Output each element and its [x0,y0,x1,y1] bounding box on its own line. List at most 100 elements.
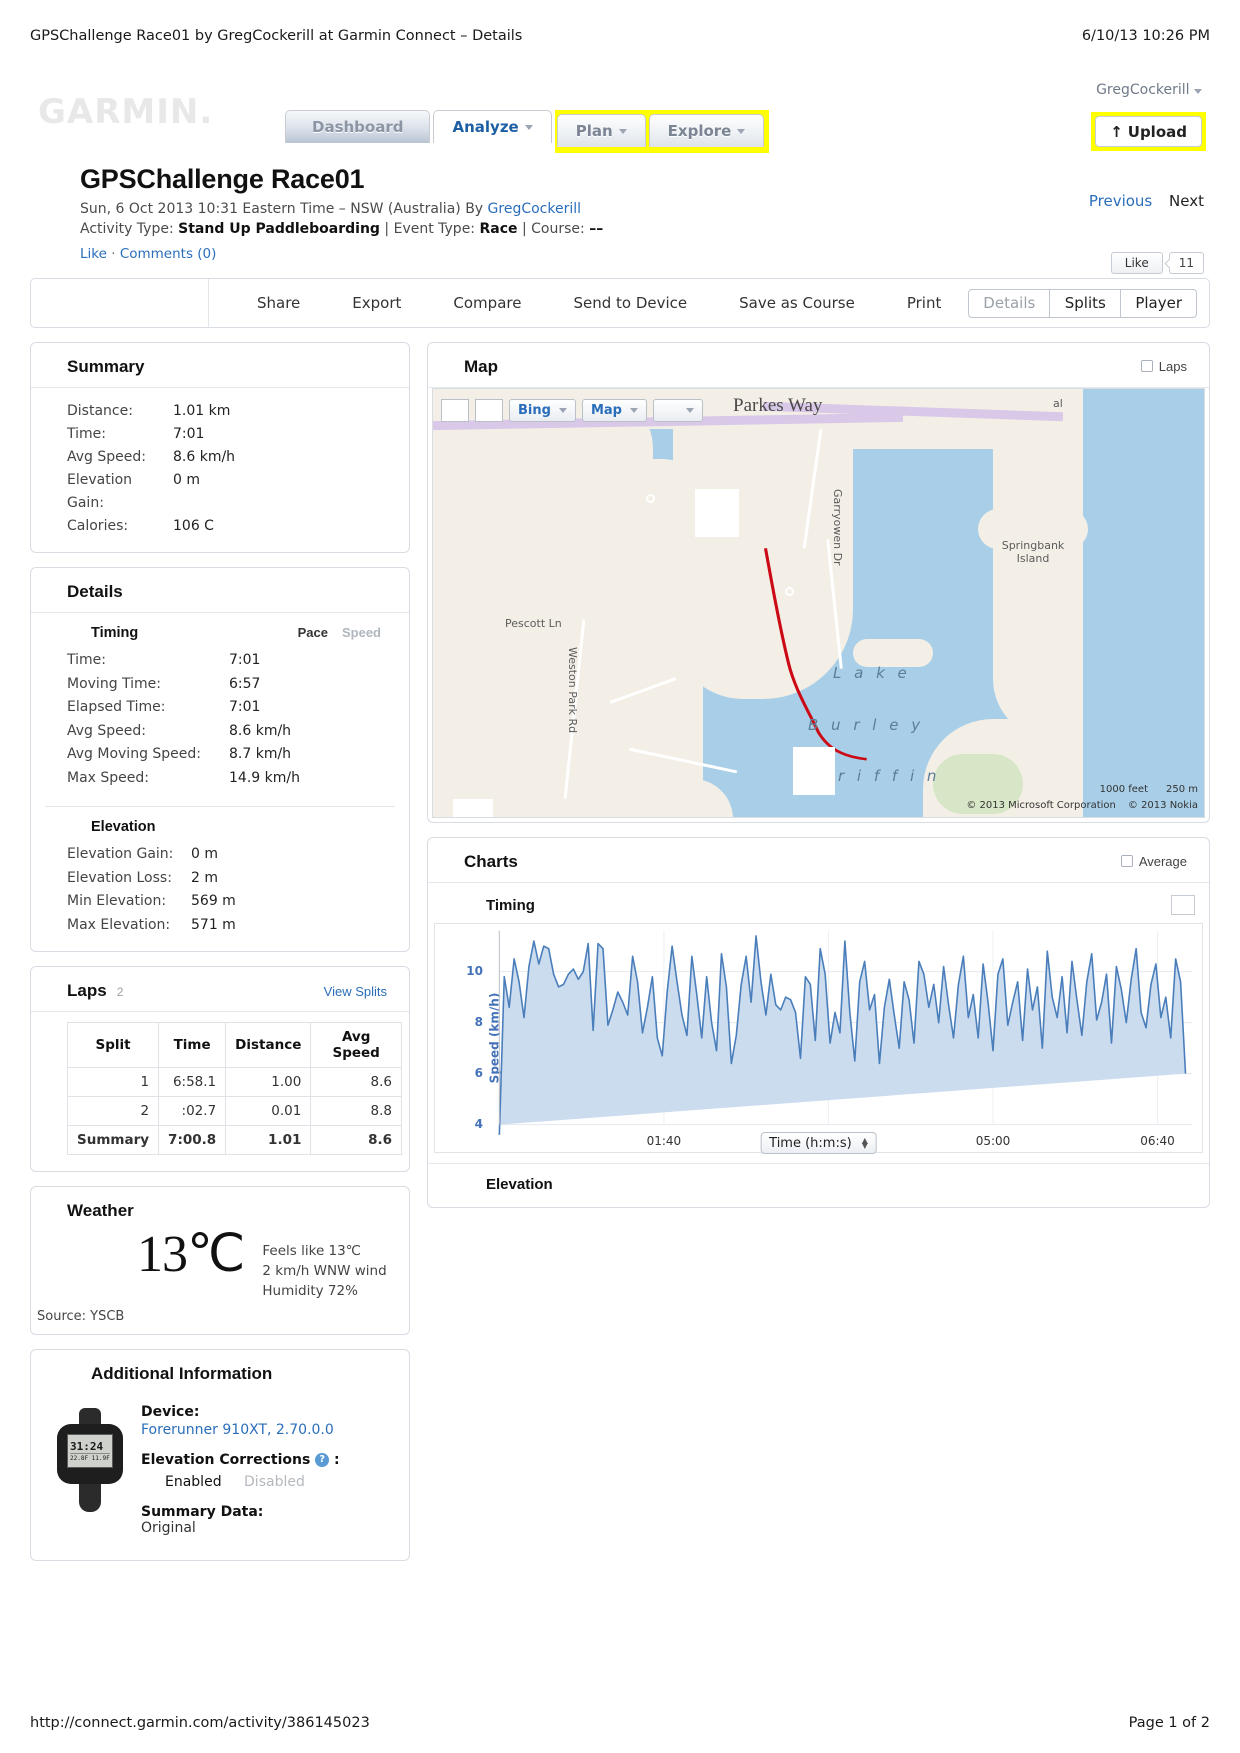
table-row[interactable]: 1 6:58.1 1.00 8.6 [66,1067,402,1097]
map-type-select[interactable]: Map [581,399,647,422]
activity-meta: Activity Type: Stand Up Paddleboarding |… [80,221,1210,237]
value: 14.9 km/h [229,769,300,786]
map-scale-metric: 250 m [1165,784,1198,795]
checkbox-icon[interactable] [1140,360,1153,372]
additional-info-text: Device: Forerunner 910XT, 2.70.0.0 Eleva… [141,1404,340,1550]
map-roundabout-2 [785,587,794,596]
share-button[interactable]: Share [257,294,301,312]
nav-item-explore[interactable]: Explore [648,114,765,147]
laps-col-avg-speed: Avg Speed [310,1022,402,1068]
save-as-course-button[interactable]: Save as Course [739,294,855,312]
cell-time: :02.7 [158,1096,227,1126]
comments-link[interactable]: Comments (0) [119,246,217,262]
summary-card: Summary Distance: 1.01 km Time: 7:01 Avg… [30,342,410,553]
label: Max Elevation: [67,916,171,933]
map-pan-control[interactable] [475,399,503,422]
map-label-pescott: Pescott Ln [505,617,562,630]
pace-toggle[interactable]: Pace [297,625,328,640]
value: 106 C [173,518,214,534]
tab-player[interactable]: Player [1120,288,1197,318]
weather-wind: 2 km/h WNW wind [262,1263,387,1279]
charts-header: Charts Average [428,838,1209,883]
map-laps-toggle[interactable]: Laps [1140,359,1187,374]
label: Elevation Loss: [67,869,172,886]
chevron-down-icon [737,128,746,134]
previous-link[interactable]: Previous [1088,192,1153,210]
elevation-row-min: Min Elevation: 569 m [67,890,387,914]
tab-splits[interactable]: Splits [1049,288,1122,318]
map-extra-select[interactable] [652,399,703,422]
time-unit-label: Time (h:m:s) [769,1135,852,1151]
compare-button[interactable]: Compare [453,294,522,312]
nav-label-dashboard: Dashboard [312,118,404,136]
summary-row-time: Time: 7:01 [67,423,387,446]
weather-humidity: Humidity 72% [262,1283,358,1299]
toolbar-actions: Share Export Compare Send to Device Save… [209,294,969,312]
map-type-label: Map [590,403,622,418]
nav-item-plan[interactable]: Plan [556,114,646,147]
activity-owner-link[interactable]: GregCockerill [487,201,582,217]
elevation-corrections-options: Enabled Disabled [165,1474,340,1490]
additional-info-title: Additional Information [91,1364,273,1383]
watch-time-display: 31:24 [70,1439,104,1453]
like-link[interactable]: Like [80,246,107,262]
next-link[interactable]: Next [1169,192,1204,210]
map-zoom-control[interactable] [441,399,469,422]
speed-toggle[interactable]: Speed [341,625,381,640]
weather-body: 13℃ Feels like 13℃ 2 km/h WNW wind Humid… [31,1223,409,1301]
send-to-device-button[interactable]: Send to Device [573,294,688,312]
time-unit-select[interactable]: Time (h:m:s) ▲ ▼ [760,1132,877,1154]
value: 569 m [191,893,236,909]
timing-row-avg-moving-speed: Avg Moving Speed: 8.7 km/h [67,743,387,767]
value: 1.01 km [173,403,231,419]
weather-card: Weather 13℃ Feels like 13℃ 2 km/h WNW wi… [30,1186,410,1335]
checkbox-icon[interactable] [1120,855,1133,867]
timing-chart-label: Timing [486,896,535,914]
device-value[interactable]: Forerunner 910XT, 2.70.0.0 [141,1422,334,1438]
user-name: GregCockerill [1096,82,1190,98]
upload-arrow-icon: ↑ [1110,122,1123,141]
print-footer-page: Page 1 of 2 [1128,1715,1210,1731]
map-islet-1 [853,639,933,667]
user-menu[interactable]: GregCockerill [1096,82,1202,98]
elev-corr-enabled-option[interactable]: Enabled [165,1474,222,1490]
chevron-down-icon [1194,89,1202,94]
chart-options-button[interactable] [1171,895,1195,915]
timing-row-avg-speed: Avg Speed: 8.6 km/h [67,720,387,744]
cell-summary-label: Summary [66,1125,160,1155]
view-splits-link[interactable]: View Splits [323,984,387,999]
cell-distance: 1.00 [225,1067,312,1097]
nav-label-analyze: Analyze [452,118,519,136]
value: 0 m [191,846,218,862]
elevation-row-loss: Elevation Loss: 2 m [67,867,387,891]
map-provider-select[interactable]: Bing [509,399,576,422]
export-button[interactable]: Export [352,294,402,312]
table-row[interactable]: 2 :02.7 0.01 8.8 [66,1096,402,1126]
help-icon[interactable]: ? [315,1453,330,1467]
label: Avg Moving Speed: [67,746,202,762]
tab-details[interactable]: Details [968,288,1051,318]
weather-feels-like: Feels like 13℃ [262,1243,361,1259]
label: Avg Speed: [67,449,146,465]
like-widget: Like 11 [1110,252,1204,274]
watch-secondary-display: 22.8F 11.9F [70,1452,110,1462]
upload-button[interactable]: ↑ Upload [1095,116,1202,147]
elev-corr-disabled-option[interactable]: Disabled [244,1474,305,1490]
map-label-lake: L a k e [833,664,911,682]
print-header-date: 6/10/13 10:26 PM [1081,28,1210,44]
charts-average-toggle[interactable]: Average [1120,854,1187,869]
print-button[interactable]: Print [906,294,942,312]
stepper-icon[interactable]: ▲ ▼ [861,1136,868,1150]
additional-info-card: Additional Information 31:24 22.8F 11.9F [30,1349,410,1561]
details-title: Details [31,568,409,613]
nav-item-analyze[interactable]: Analyze [433,110,552,143]
map-roundabout-1 [646,494,655,503]
print-header-title: GPSChallenge Race01 by GregCockerill at … [30,28,523,44]
map-controls: Bing Map [441,399,703,422]
map-canvas[interactable]: Parkes Way Dr al Garryowen Dr Pescott Ln… [432,388,1205,818]
map-label-springbank: Springbank Island [1001,539,1065,565]
chart-y-tick: 10 [466,963,483,978]
nav-item-dashboard[interactable]: Dashboard [285,110,431,143]
like-button[interactable]: Like [1110,252,1163,274]
